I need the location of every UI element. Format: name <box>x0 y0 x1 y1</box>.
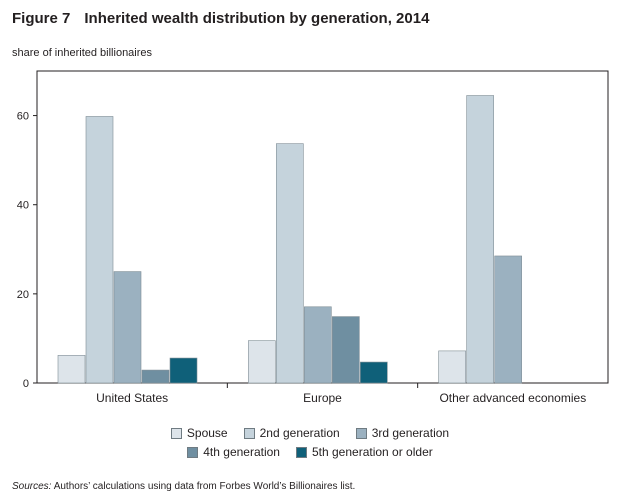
bar-chart: 0 20 40 60 United States Europe Other advanced… <box>17 70 609 405</box>
legend-item-spouse: Spouse <box>170 426 228 440</box>
legend-label-3rd-generation: 3rd generation <box>371 426 450 440</box>
y-tick-label-0: 0 <box>23 378 29 390</box>
legend-row-1: Spouse 2nd generation 3rd generation <box>0 426 620 440</box>
bar-other-advanced-economies-3rd-generation <box>494 255 522 384</box>
bar-europe-2nd-generation <box>276 143 304 384</box>
legend-label-4th-generation: 4th generation <box>203 445 280 459</box>
y-axis-label: share of inherited billionaires <box>12 47 153 59</box>
figure-title: Inherited wealth distribution by generat… <box>84 10 430 27</box>
source-prefix: Sources: <box>12 481 52 492</box>
x-tick-label-united-states: United States <box>96 391 168 405</box>
legend-label-2nd-generation: 2nd generation <box>259 426 340 440</box>
legend-item-5th-generation: 5th generation or older <box>295 445 433 459</box>
bar-united-states-2nd-generation <box>85 116 114 384</box>
bar-united-states-5th-generation-or-older <box>169 357 198 384</box>
legend: Spouse 2nd generation 3rd generation 4th… <box>0 426 620 464</box>
bar-united-states-3rd-generation <box>113 271 142 384</box>
legend-swatch-4th-generation <box>187 446 199 458</box>
y-tick-label-40: 40 <box>17 200 29 212</box>
legend-swatch-3rd-generation <box>355 427 367 439</box>
legend-item-2nd-generation: 2nd generation <box>243 426 340 440</box>
bar-europe-5th-generation-or-older <box>360 361 388 384</box>
x-tick-label-europe: Europe <box>303 391 342 405</box>
legend-label-5th-generation: 5th generation or older <box>311 445 433 459</box>
bar-europe-4th-generation <box>332 316 360 384</box>
legend-item-3rd-generation: 3rd generation <box>355 426 450 440</box>
y-tick-label-60: 60 <box>17 111 29 123</box>
figure-label: Figure 7 <box>12 10 71 27</box>
y-tick-label-20: 20 <box>17 289 29 301</box>
chart-title: Figure 7 Inherited wealth distribution by… <box>12 10 429 27</box>
legend-label-spouse: Spouse <box>186 426 228 440</box>
source-note: Sources: Authors’ calculations using dat… <box>12 481 355 492</box>
bar-europe-3rd-generation <box>304 306 332 384</box>
bar-united-states-4th-generation <box>141 369 170 384</box>
legend-swatch-spouse <box>170 427 182 439</box>
bar-other-advanced-economies-2nd-generation <box>466 95 494 384</box>
legend-swatch-2nd-generation <box>243 427 255 439</box>
legend-row-2: 4th generation 5th generation or older <box>0 445 620 459</box>
bar-europe-spouse <box>248 340 276 384</box>
bar-united-states-spouse <box>57 355 86 384</box>
legend-item-4th-generation: 4th generation <box>187 445 280 459</box>
source-text: Authors’ calculations using data from Fo… <box>53 481 356 492</box>
bar-other-advanced-economies-spouse <box>438 350 466 384</box>
legend-swatch-5th-generation <box>295 446 307 458</box>
x-tick-label-other-advanced-economies: Other advanced economies <box>439 391 586 405</box>
